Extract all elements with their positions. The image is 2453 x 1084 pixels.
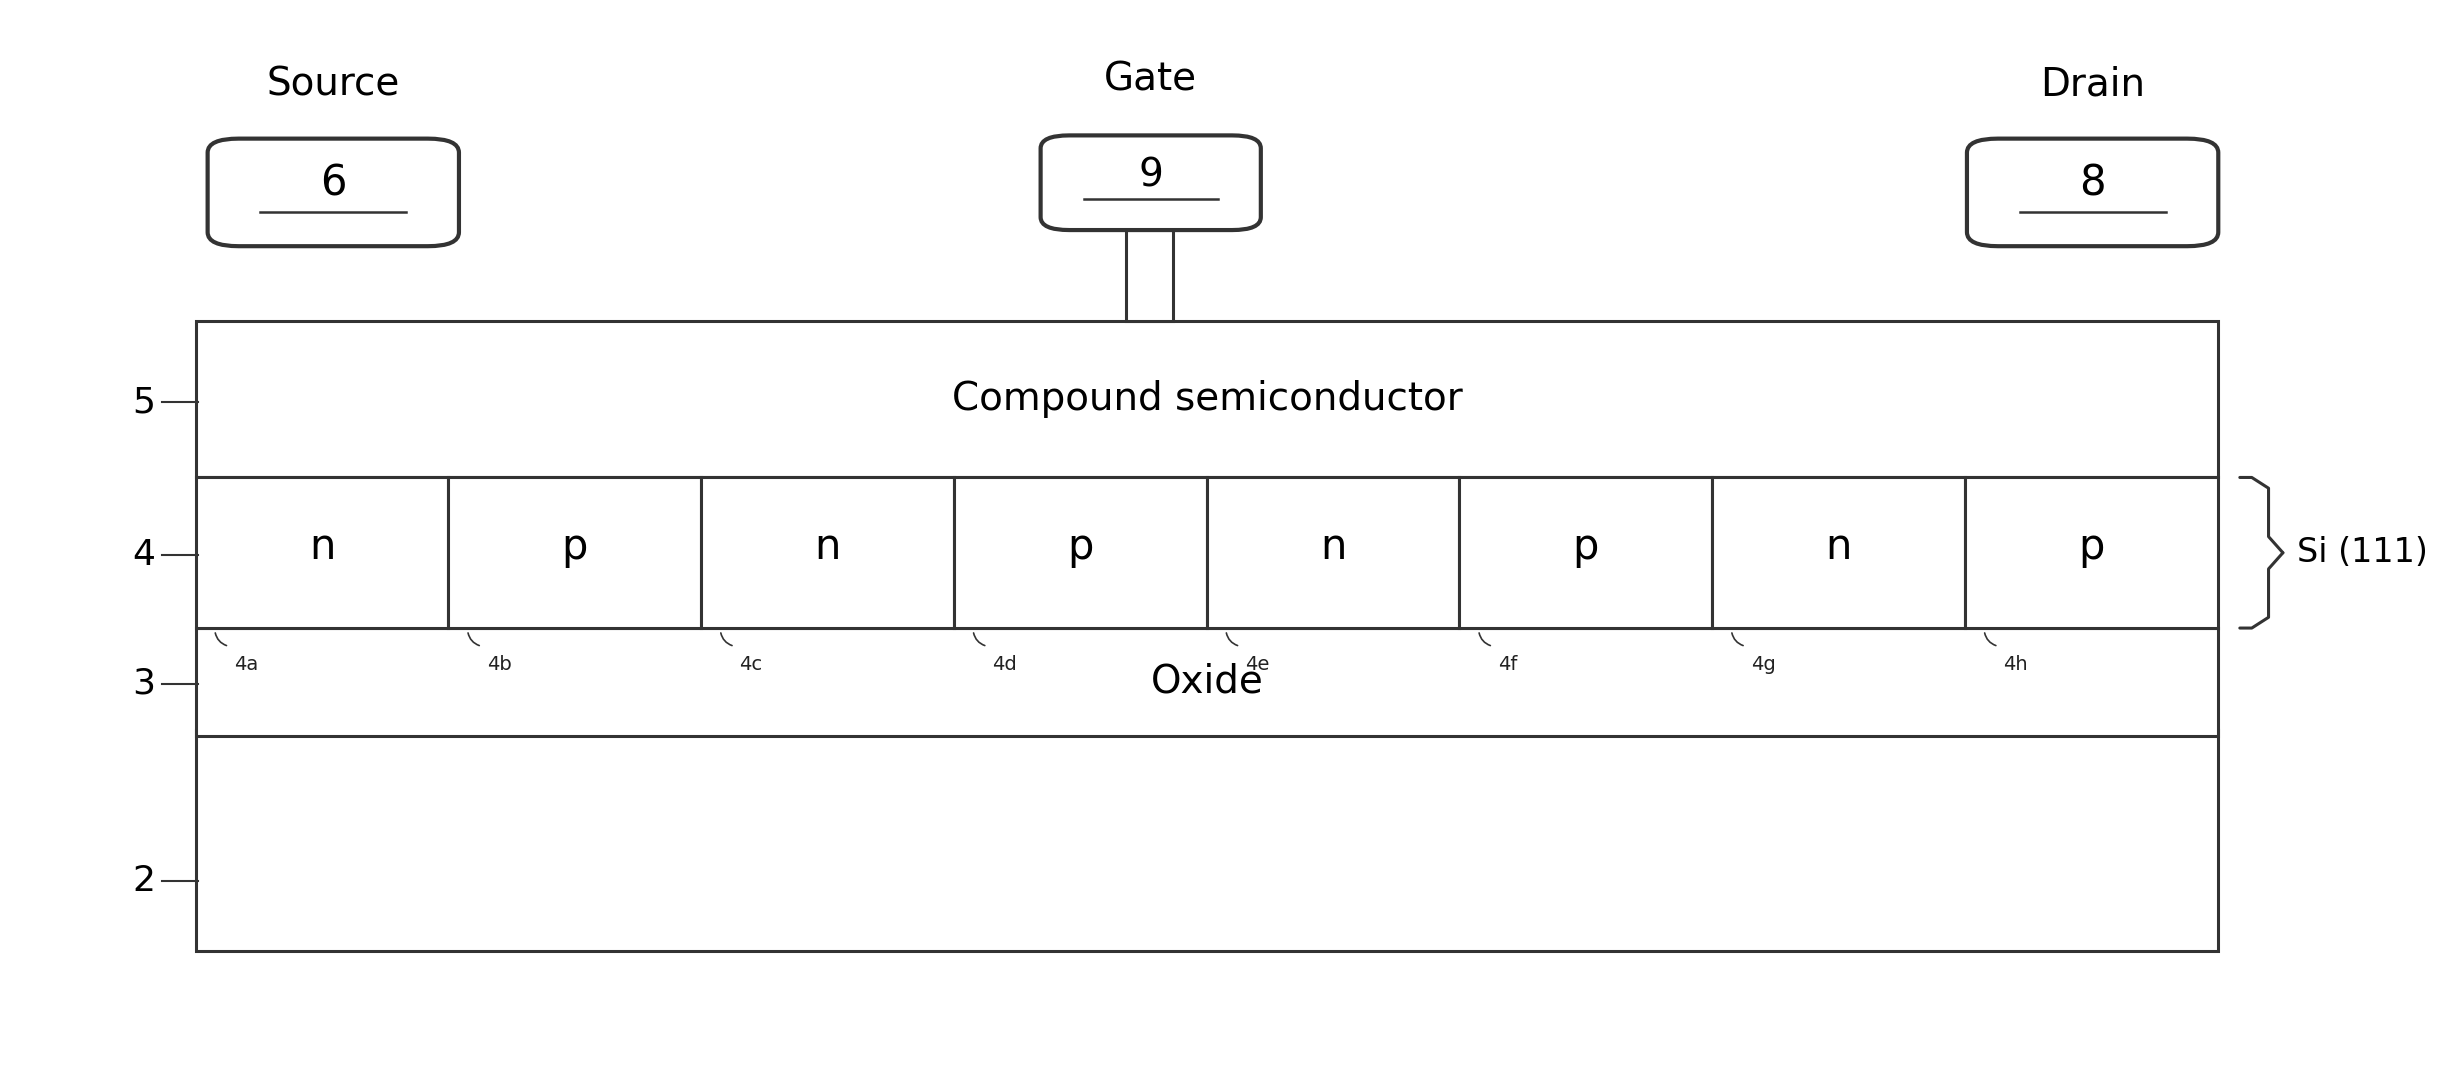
Bar xyxy=(1126,227,1173,322)
Text: 4d: 4d xyxy=(993,655,1018,674)
Text: Si (111): Si (111) xyxy=(2298,537,2428,569)
Bar xyxy=(196,731,2218,951)
Text: 4f: 4f xyxy=(1499,655,1516,674)
Text: Drain: Drain xyxy=(2041,66,2144,104)
Text: 5: 5 xyxy=(132,385,155,420)
FancyBboxPatch shape xyxy=(209,139,459,246)
Text: 2: 2 xyxy=(132,864,155,898)
Text: 9: 9 xyxy=(1138,156,1163,194)
Text: n: n xyxy=(1320,527,1347,568)
Bar xyxy=(954,477,1207,628)
Text: Oxide: Oxide xyxy=(1150,662,1263,701)
Text: p: p xyxy=(562,527,589,568)
Text: 3: 3 xyxy=(132,667,155,701)
Text: 4g: 4g xyxy=(1751,655,1776,674)
Text: Source: Source xyxy=(267,66,400,104)
Text: 4e: 4e xyxy=(1246,655,1268,674)
Bar xyxy=(1460,477,1712,628)
Text: 4a: 4a xyxy=(233,655,258,674)
Bar xyxy=(1965,477,2218,628)
Text: p: p xyxy=(1067,527,1094,568)
Text: 4b: 4b xyxy=(486,655,513,674)
Text: Compound semiconductor: Compound semiconductor xyxy=(952,380,1462,418)
Text: 4h: 4h xyxy=(2004,655,2029,674)
Text: 4c: 4c xyxy=(738,655,763,674)
Text: n: n xyxy=(1825,527,1852,568)
Bar xyxy=(196,322,2218,477)
Text: Gate: Gate xyxy=(1104,61,1197,99)
Bar xyxy=(702,477,954,628)
Bar xyxy=(449,477,702,628)
Bar xyxy=(1712,477,1965,628)
Bar xyxy=(196,628,2218,736)
Bar xyxy=(196,477,449,628)
Text: p: p xyxy=(2078,527,2105,568)
Text: 8: 8 xyxy=(2080,163,2107,205)
Text: 6: 6 xyxy=(319,163,346,205)
Text: p: p xyxy=(1572,527,1599,568)
Bar xyxy=(1207,477,1460,628)
Text: n: n xyxy=(814,527,841,568)
FancyBboxPatch shape xyxy=(1967,139,2218,246)
Text: n: n xyxy=(309,527,336,568)
Text: 4: 4 xyxy=(132,538,155,572)
FancyBboxPatch shape xyxy=(1040,136,1261,230)
